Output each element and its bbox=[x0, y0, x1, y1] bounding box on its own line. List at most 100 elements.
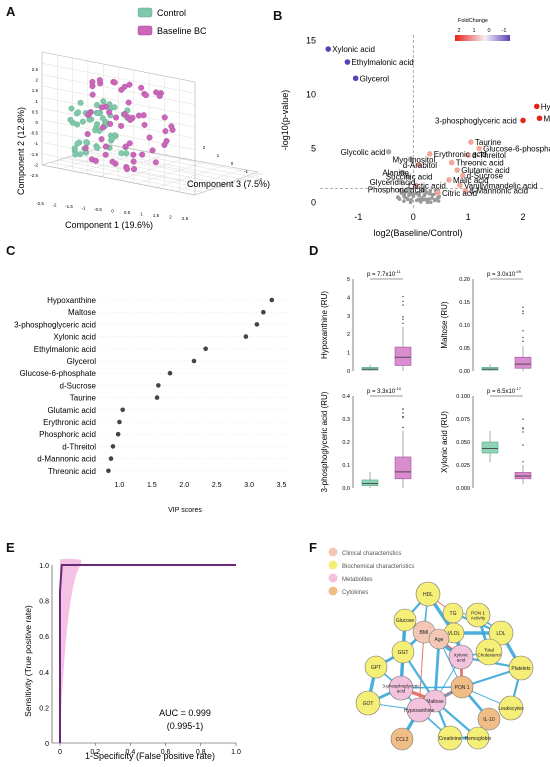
vip-dot bbox=[261, 309, 266, 315]
pca-legend: Control Baseline BC bbox=[137, 7, 207, 36]
vip-category-label: d-Mannonic acid bbox=[37, 455, 96, 464]
volcano-axes: -1 0 1 2 0 5 10 15 bbox=[306, 35, 545, 222]
pca-ytick: 0 bbox=[35, 120, 38, 125]
volcano-point bbox=[396, 179, 403, 185]
vip-dot bbox=[120, 407, 125, 413]
vip-xtick: 3.5 bbox=[277, 482, 287, 489]
volcano-point-ns bbox=[399, 191, 404, 195]
box-pvalue-exp: -17 bbox=[515, 386, 522, 391]
panel-label-b: B bbox=[273, 8, 283, 23]
box-ytick: 4 bbox=[347, 295, 350, 301]
box-ytick: 0.025 bbox=[456, 463, 470, 469]
network-node-label: GPT bbox=[371, 665, 381, 671]
vip-dot bbox=[106, 468, 111, 474]
pca-point-bc bbox=[102, 143, 109, 150]
pca-point-control bbox=[77, 99, 84, 106]
pca-xtick: -1 bbox=[81, 206, 85, 211]
legend-label-bc: Baseline BC bbox=[157, 26, 207, 36]
volcano-point-label: Glyceric acid bbox=[370, 178, 416, 187]
box-ytick: 0.000 bbox=[456, 486, 470, 492]
network-node bbox=[437, 725, 463, 751]
pca-point-bc bbox=[142, 92, 149, 99]
roc-ytick: 0 bbox=[45, 741, 49, 748]
network-node bbox=[498, 695, 524, 721]
network-node bbox=[406, 697, 432, 723]
volcano-point-ns bbox=[425, 198, 430, 203]
grid-line bbox=[75, 154, 230, 186]
vip-category-label: Xylonic acid bbox=[53, 333, 96, 342]
volcano-point-ns bbox=[430, 196, 434, 200]
box-ylabel: Maltose (RU) bbox=[440, 301, 449, 348]
volcano-points bbox=[325, 46, 543, 205]
roc-line bbox=[59, 564, 236, 743]
pca-point-bc bbox=[100, 124, 107, 131]
volcano-point-label: Glycerol bbox=[360, 74, 390, 83]
volcano-ytick: 10 bbox=[306, 89, 316, 99]
pca-ytick: -1 bbox=[34, 141, 38, 146]
box-ytick: 0.10 bbox=[459, 323, 470, 329]
box-outlier bbox=[402, 408, 404, 410]
grid-line bbox=[109, 144, 264, 176]
box-bc bbox=[514, 472, 532, 480]
box-pvalue: p = 3.0x10-09 bbox=[487, 269, 522, 278]
volcano-point-ns bbox=[429, 200, 433, 205]
pca-point-bc bbox=[111, 79, 118, 86]
pca-point-control bbox=[94, 121, 101, 128]
pca-point-control bbox=[72, 151, 79, 158]
pca-point-control bbox=[79, 118, 86, 125]
pca-ztick: 2 bbox=[203, 145, 206, 150]
volcano-point-ns bbox=[397, 197, 402, 202]
legend-metabolites: Metabolites bbox=[342, 577, 373, 583]
pca-ytick: -1.5 bbox=[30, 152, 38, 157]
network-node bbox=[488, 620, 514, 646]
network-node-label: 3-phosphoglyceric bbox=[382, 684, 420, 689]
volcano-point bbox=[399, 169, 406, 176]
vip-dot bbox=[108, 456, 114, 461]
vip-category-label: Ethylmalonic acid bbox=[34, 345, 96, 354]
volcano-point bbox=[446, 177, 452, 183]
box-ytick: 1 bbox=[347, 351, 350, 357]
pca-point-bc bbox=[118, 122, 125, 129]
legend-cytokines: Cytokines bbox=[342, 590, 368, 596]
pca-point-bc bbox=[125, 99, 132, 106]
vip-category-label: Glutamic acid bbox=[48, 406, 96, 415]
grid-line bbox=[137, 161, 206, 184]
pca-point-control bbox=[100, 98, 107, 105]
panel-label-e: E bbox=[6, 540, 15, 555]
pca-xtick: 2.5 bbox=[182, 216, 189, 221]
box-ytick: 0 bbox=[347, 369, 350, 375]
pca-ytick: -2.5 bbox=[30, 173, 38, 178]
vip-dots: Hypoxanthine Maltose 3-phosphoglyceric aci… bbox=[14, 296, 288, 489]
pca-point-bc bbox=[98, 136, 105, 143]
network-legend: Clinical characteristics Biochemical cha… bbox=[328, 547, 414, 596]
volcano-point bbox=[468, 139, 474, 145]
vip-xtick: 1.0 bbox=[115, 482, 125, 489]
pca-point-bc bbox=[149, 147, 156, 154]
pca-3d-plot: 2.5 2 1.5 1 0.5 0 -0.5 -1 -1.5 -2 -2.5 -2.5 -2 -1.5 -1… bbox=[16, 7, 270, 230]
roc-ytick: 0.6 bbox=[39, 634, 49, 641]
network-node-label: LDL bbox=[496, 631, 505, 637]
network-node-label: Leukocytes bbox=[498, 706, 524, 712]
box-control bbox=[481, 367, 499, 371]
pca-point-bc bbox=[112, 114, 119, 121]
volcano-point-label: Maltose bbox=[544, 114, 550, 123]
network-node bbox=[364, 655, 388, 679]
volcano-point bbox=[426, 151, 433, 157]
legend-biochemical: Biochemical characteristics bbox=[342, 564, 414, 570]
vip-dot bbox=[254, 322, 260, 327]
pca-point-control bbox=[75, 109, 82, 116]
grid-line bbox=[156, 165, 225, 188]
volcano-point-label: Vanillylmandelic acid bbox=[464, 181, 538, 190]
network-node-label: Creatinine bbox=[439, 736, 462, 742]
panel-label-d: D bbox=[309, 243, 319, 258]
network-node-label: Total bbox=[484, 648, 494, 653]
volcano-point bbox=[533, 103, 540, 110]
pca-ytick: 2.5 bbox=[32, 67, 39, 72]
vip-xtick: 1.5 bbox=[147, 482, 157, 489]
pca-point-bc bbox=[106, 109, 113, 116]
legend-swatch-bc bbox=[137, 25, 153, 36]
pca-point-control bbox=[99, 115, 106, 122]
pca-point-control bbox=[67, 116, 74, 123]
network-node-label: Maltose bbox=[426, 699, 444, 705]
